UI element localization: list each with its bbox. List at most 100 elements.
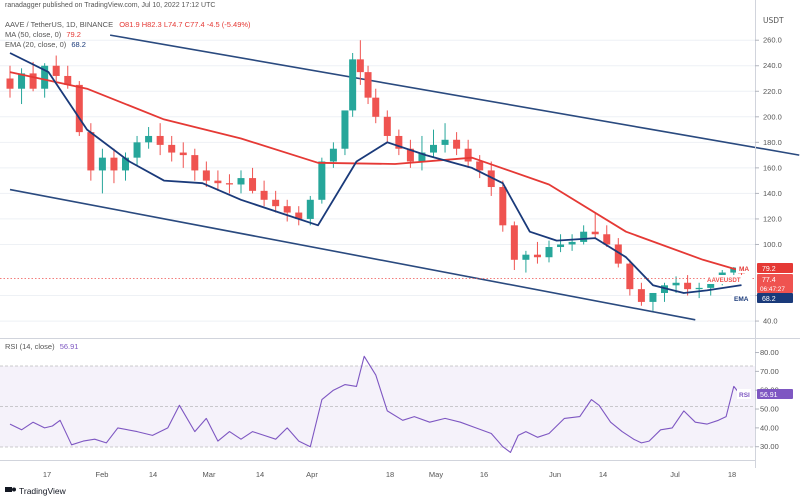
candle xyxy=(522,250,530,273)
candle xyxy=(580,225,588,245)
time-tick-label: 16 xyxy=(480,470,488,479)
candle xyxy=(6,65,14,98)
price-tick-label: 260.0 xyxy=(763,36,782,45)
grid-lines xyxy=(0,39,755,322)
price-tick-label: 240.0 xyxy=(763,61,782,70)
rsi-line xyxy=(9,355,742,453)
legend-main: AAVE / TetherUS, 1D, BINANCE O81.9 H82.3… xyxy=(5,20,251,29)
candle-body xyxy=(649,292,657,302)
candle xyxy=(349,52,357,117)
candle-body xyxy=(487,170,495,188)
ma-marker-box xyxy=(757,263,793,273)
candle-body xyxy=(418,152,426,162)
candle xyxy=(283,199,291,222)
candle xyxy=(168,135,176,162)
price-tick-label: 120.0 xyxy=(763,214,782,223)
last-price-symbol: AAVEUSDT xyxy=(707,277,741,284)
candle-body xyxy=(283,206,291,213)
time-tick-label: 14 xyxy=(256,470,264,479)
candle-body xyxy=(329,148,337,162)
candle xyxy=(260,180,268,207)
legend-rsi[interactable]: RSI (14, close) 56.91 xyxy=(5,342,78,351)
candle-body xyxy=(156,135,164,145)
rsi-legend-label: RSI (14, close) xyxy=(5,342,55,351)
time-tick-label: 18 xyxy=(728,470,736,479)
rsi-marker-label: RSI xyxy=(739,392,750,399)
candle-body xyxy=(179,152,187,156)
candle xyxy=(499,180,507,232)
candle-body xyxy=(730,267,738,273)
last-price-value: 77.4 xyxy=(762,277,776,284)
ma-marker-tag xyxy=(736,263,750,273)
candle xyxy=(533,241,541,264)
candle-body xyxy=(364,72,372,98)
candle-body xyxy=(545,247,553,258)
price-axis[interactable]: 260.0 240.0 220.0 200.0 180.0 160.0 140.0 120.0… xyxy=(755,36,782,326)
tradingview-brand: TradingView xyxy=(19,486,67,496)
candle-body xyxy=(499,187,507,226)
candle-body xyxy=(395,135,403,149)
candle xyxy=(179,142,187,168)
last-price-box xyxy=(757,274,793,293)
candle-body xyxy=(87,132,95,171)
candle-body xyxy=(522,254,530,260)
candle xyxy=(430,129,437,158)
candle-body xyxy=(533,254,541,258)
candle xyxy=(603,225,611,248)
candle-body xyxy=(349,59,357,111)
rsi-marker-box xyxy=(757,389,793,399)
candle-body xyxy=(272,199,280,207)
last-price-marker: AAVEUSDT 77.4 06:47:27 xyxy=(705,274,793,293)
candle xyxy=(318,157,326,204)
time-tick-label: Mar xyxy=(203,470,216,479)
price-tick-label: 200.0 xyxy=(763,112,782,121)
candle-body xyxy=(6,78,14,89)
time-tick-label: Feb xyxy=(96,470,109,479)
candle-body xyxy=(430,144,437,153)
ema-marker-label: EMA xyxy=(734,296,749,303)
candle xyxy=(214,170,222,191)
candle xyxy=(464,139,472,168)
candle-body xyxy=(637,289,645,302)
candle-body xyxy=(341,110,349,149)
rsi-marker-value: 56.91 xyxy=(760,392,778,399)
candle-body xyxy=(356,59,364,73)
legend-ma[interactable]: MA (50, close, 0) 79.2 xyxy=(5,30,81,39)
candle-body xyxy=(145,135,153,143)
time-tick-label: 17 xyxy=(43,470,51,479)
candle-body xyxy=(18,73,26,89)
candle xyxy=(395,129,403,156)
rsi-marker-tag xyxy=(737,389,751,399)
candle xyxy=(441,123,449,153)
candle-body xyxy=(110,157,118,171)
time-axis[interactable]: 17 Feb 14 Mar 14 Apr 18 May 16 Jun 14 Jul 18 xyxy=(43,470,736,479)
candle xyxy=(272,190,280,213)
candle-body xyxy=(191,155,199,171)
candle xyxy=(295,206,303,226)
candle-body xyxy=(603,234,611,245)
publisher-line: ranadagger published on TradingView.com,… xyxy=(5,2,216,9)
candle-body xyxy=(441,139,449,145)
ema-marker: EMA 68.2 xyxy=(732,293,793,303)
price-tick-label: 220.0 xyxy=(763,87,782,96)
candle-body xyxy=(214,180,222,184)
symbol-line[interactable]: AAVE / TetherUS, 1D, BINANCE xyxy=(5,20,114,29)
rsi-path xyxy=(9,355,742,453)
candle-body xyxy=(476,161,484,171)
candle-body xyxy=(318,161,326,200)
candle-body xyxy=(64,75,72,85)
candle-body xyxy=(591,231,599,235)
price-tick-label: 160.0 xyxy=(763,163,782,172)
candle xyxy=(637,282,645,306)
time-tick-label: 14 xyxy=(599,470,607,479)
rsi-tick-label: 30.00 xyxy=(760,442,779,451)
candle-body xyxy=(225,183,233,185)
price-tick-label: 140.0 xyxy=(763,189,782,198)
ma-marker: MA 79.2 xyxy=(736,263,793,273)
legend-ema[interactable]: EMA (20, close, 0) 68.2 xyxy=(5,40,86,49)
time-tick-label: Jul xyxy=(670,470,680,479)
candle-body xyxy=(306,199,314,219)
candle xyxy=(591,212,599,239)
tradingview-logo[interactable]: TradingView xyxy=(5,486,67,496)
